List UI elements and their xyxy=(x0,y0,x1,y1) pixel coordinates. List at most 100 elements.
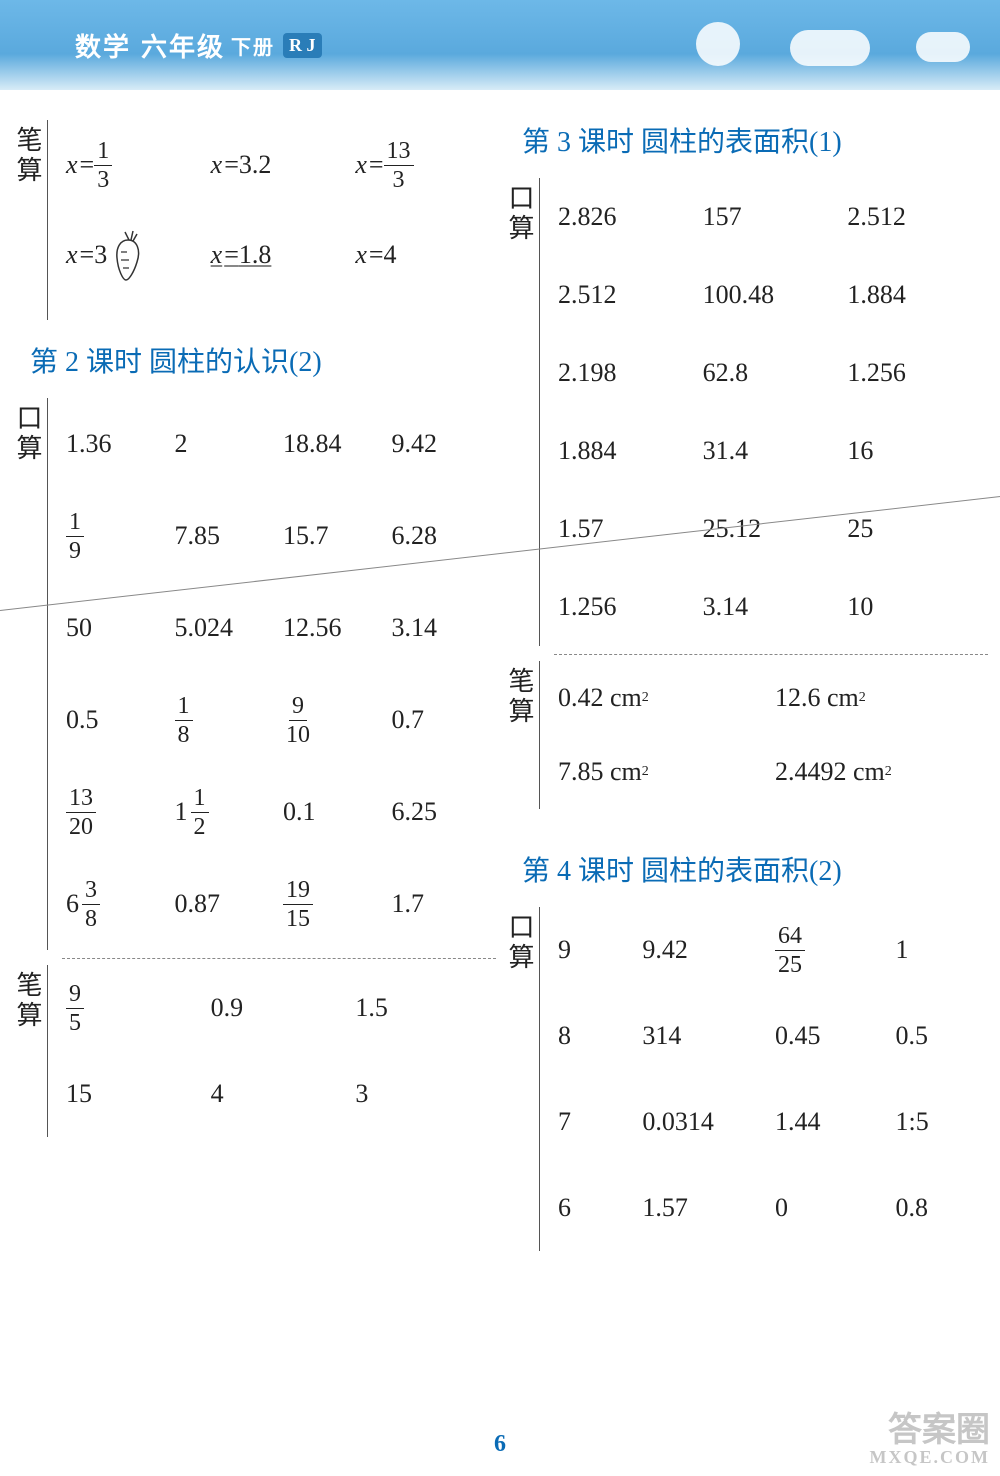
section2-title: 第 2 课时 圆柱的认识(2) xyxy=(30,340,496,380)
value-cell: 62.8 xyxy=(699,334,844,412)
value-cell: 19 xyxy=(62,490,171,582)
cloud-icon xyxy=(790,30,870,66)
value-cell: 0.45 xyxy=(771,993,892,1079)
value-cell: 1.884 xyxy=(843,256,988,334)
value-cell: 10 xyxy=(843,568,988,646)
bisuan3-grid: 0.42 cm212.6 cm27.85 cm22.4492 cm2 xyxy=(554,661,988,809)
header-subject: 数学 xyxy=(75,27,131,64)
kousuan-label: 口算 xyxy=(12,398,48,950)
value-cell: 7.85 cm2 xyxy=(554,735,771,809)
value-cell: 0.87 xyxy=(171,858,280,950)
eq-cell: x=3.2 xyxy=(207,120,352,210)
value-cell: 9.42 xyxy=(388,398,497,490)
cloud-icon xyxy=(696,22,740,66)
value-cell: 18 xyxy=(171,674,280,766)
value-cell: 157 xyxy=(699,178,844,256)
value-cell: 3.14 xyxy=(388,582,497,674)
value-cell: 6.28 xyxy=(388,490,497,582)
value-cell: 1:5 xyxy=(892,1079,988,1165)
kousuan-block: 口算 1.36218.849.42197.8515.76.28505.02412… xyxy=(12,398,496,950)
value-cell: 1320 xyxy=(62,766,171,858)
value-cell: 3.14 xyxy=(699,568,844,646)
bisuan-bot-block: 笔算 950.91.5 1543 xyxy=(12,965,496,1137)
eq-cell: x=13 xyxy=(62,120,207,210)
value-cell: 12.6 cm2 xyxy=(771,661,988,735)
value-cell: 0.0314 xyxy=(638,1079,771,1165)
value-cell: 0.7 xyxy=(388,674,497,766)
value-cell: 0.9 xyxy=(207,965,352,1051)
value-cell: 100.48 xyxy=(699,256,844,334)
kousuan-label: 口算 xyxy=(504,178,540,646)
value-cell: 0.42 cm2 xyxy=(554,661,771,735)
kousuan-grid: 1.36218.849.42197.8515.76.28505.02412.56… xyxy=(62,398,496,950)
value-cell: 95 xyxy=(62,965,207,1051)
eq-cell: x=4 xyxy=(351,210,496,300)
value-cell: 2.198 xyxy=(554,334,699,412)
kousuan-label: 口算 xyxy=(504,907,540,1251)
content: 笔算 x=13 x=3.2 x=133 x=3 x=1.8 x= xyxy=(0,90,1000,1259)
value-cell: 1 xyxy=(892,907,988,993)
value-cell: 25.12 xyxy=(699,490,844,568)
value-cell: 0.8 xyxy=(892,1165,988,1251)
value-cell: 0.1 xyxy=(279,766,388,858)
value-cell: 0 xyxy=(771,1165,892,1251)
value-cell: 4 xyxy=(207,1051,352,1137)
carrot-icon xyxy=(107,228,149,282)
right-column: 第 3 课时 圆柱的表面积(1) 口算 2.8261572.5122.51210… xyxy=(504,120,988,1259)
bisuan-grid: 950.91.5 1543 xyxy=(62,965,496,1137)
value-cell: 314 xyxy=(638,993,771,1079)
eq-cell: x=1.8 xyxy=(207,210,352,300)
page-number: 6 xyxy=(494,1431,506,1458)
value-cell: 638 xyxy=(62,858,171,950)
bisuan-label: 笔算 xyxy=(504,661,540,809)
left-column: 笔算 x=13 x=3.2 x=133 x=3 x=1.8 x= xyxy=(12,120,496,1259)
kousuan4-block: 口算 99.426425183140.450.570.03141.441:561… xyxy=(504,907,988,1251)
kousuan4-grid: 99.426425183140.450.570.03141.441:561.57… xyxy=(554,907,988,1251)
value-cell: 112 xyxy=(171,766,280,858)
value-cell: 6425 xyxy=(771,907,892,993)
value-cell: 1.36 xyxy=(62,398,171,490)
cloud-icon xyxy=(916,32,970,62)
value-cell: 2.512 xyxy=(554,256,699,334)
eq-cell: x=133 xyxy=(351,120,496,210)
kousuan3-block: 口算 2.8261572.5122.512100.481.8842.19862.… xyxy=(504,178,988,646)
value-cell: 1.884 xyxy=(554,412,699,490)
value-cell: 2.826 xyxy=(554,178,699,256)
value-cell: 1915 xyxy=(279,858,388,950)
value-cell: 6.25 xyxy=(388,766,497,858)
page-header: 数学 六年级 下册 R J xyxy=(0,0,1000,90)
value-cell: 1.5 xyxy=(351,965,496,1051)
section4-title: 第 4 课时 圆柱的表面积(2) xyxy=(522,849,988,889)
watermark: 答案圈 MXQE.COM xyxy=(870,1414,990,1466)
value-cell: 31.4 xyxy=(699,412,844,490)
value-cell: 25 xyxy=(843,490,988,568)
header-badge: R J xyxy=(283,33,322,58)
value-cell: 6 xyxy=(554,1165,638,1251)
value-cell: 9.42 xyxy=(638,907,771,993)
header-grade: 六年级 xyxy=(141,27,225,64)
dash-separator xyxy=(62,958,496,959)
value-cell: 3 xyxy=(351,1051,496,1137)
value-cell: 9 xyxy=(554,907,638,993)
bisuan-label: 笔算 xyxy=(12,965,48,1137)
value-cell: 1.57 xyxy=(554,490,699,568)
eq-cell: x=3 xyxy=(62,210,207,300)
value-cell: 0.5 xyxy=(892,993,988,1079)
bisuan-label: 笔算 xyxy=(12,120,48,320)
value-cell: 1.57 xyxy=(638,1165,771,1251)
value-cell: 7.85 xyxy=(171,490,280,582)
section3-title: 第 3 课时 圆柱的表面积(1) xyxy=(522,120,988,160)
header-vol: 下册 xyxy=(231,31,275,60)
value-cell: 1.7 xyxy=(388,858,497,950)
value-cell: 5.024 xyxy=(171,582,280,674)
kousuan3-grid: 2.8261572.5122.512100.481.8842.19862.81.… xyxy=(554,178,988,646)
value-cell: 15 xyxy=(62,1051,207,1137)
value-cell: 18.84 xyxy=(279,398,388,490)
value-cell: 0.5 xyxy=(62,674,171,766)
watermark-l1: 答案圈 xyxy=(888,1412,990,1449)
watermark-l2: MXQE.COM xyxy=(870,1448,990,1466)
bisuan-top-block: 笔算 x=13 x=3.2 x=133 x=3 x=1.8 x= xyxy=(12,120,496,320)
dash-separator xyxy=(554,654,988,655)
value-cell: 2.512 xyxy=(843,178,988,256)
value-cell: 1.256 xyxy=(843,334,988,412)
